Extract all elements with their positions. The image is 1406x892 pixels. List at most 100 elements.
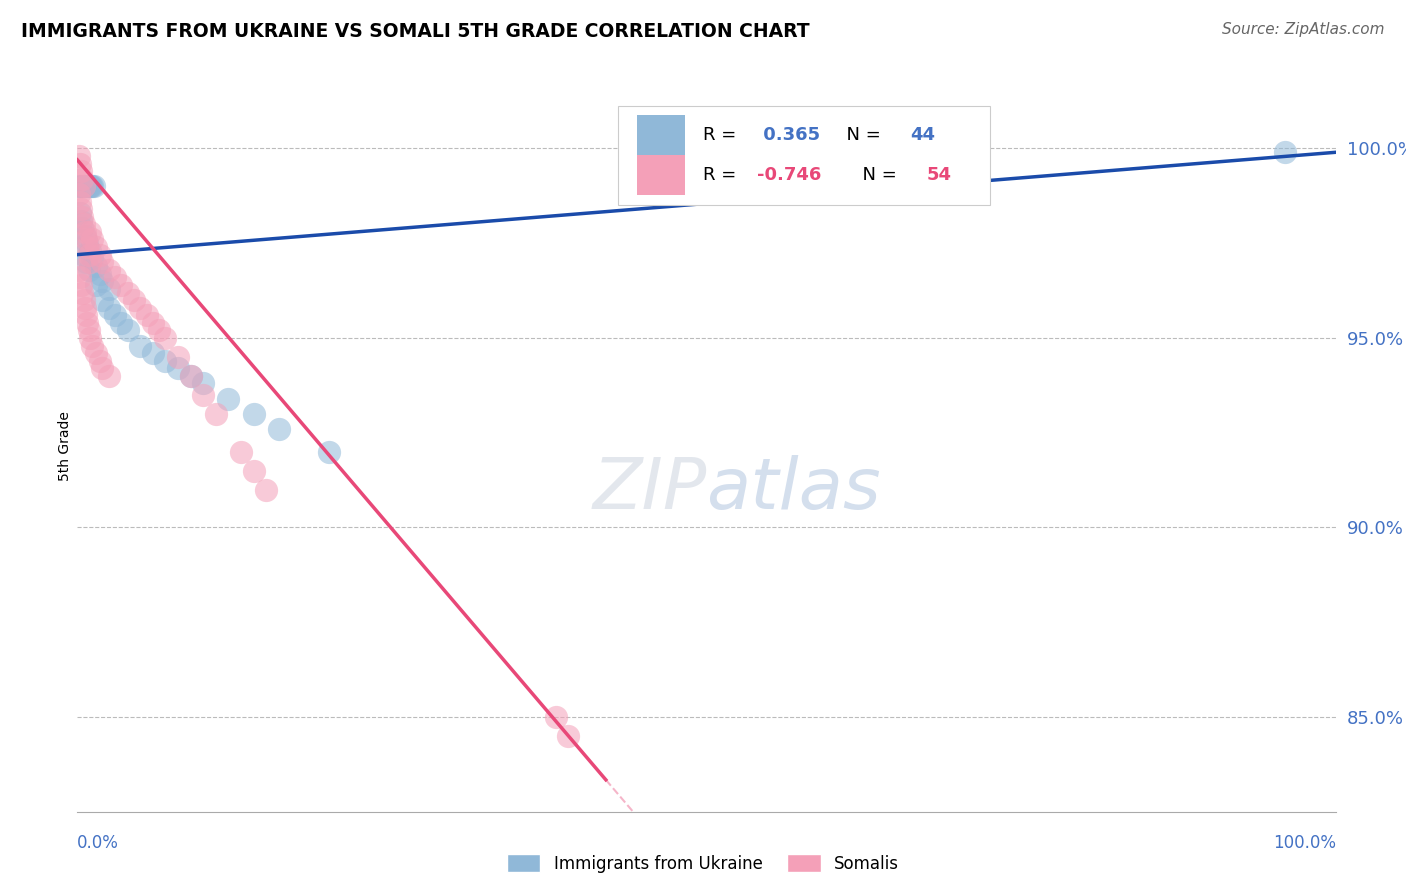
Point (267, 422, 290, 436)
Point (83, 179, 105, 194)
Point (122, 293, 145, 307)
Point (110, 277, 132, 292)
Point (72, 210, 94, 224)
Point (82, 179, 104, 194)
Point (75, 255, 97, 269)
Point (77, 323, 100, 337)
Point (75, 179, 97, 194)
Point (110, 316, 132, 330)
Point (135, 308, 157, 322)
Point (72, 285, 94, 300)
Point (77, 247, 100, 261)
Point (97, 282, 120, 296)
Point (76, 316, 98, 330)
Bar (637, 115, 685, 155)
Point (104, 308, 127, 322)
Point (67, 186, 90, 201)
Point (191, 388, 215, 402)
Point (84, 277, 107, 292)
Point (70, 202, 93, 216)
Point (70, 213, 93, 227)
Text: 54: 54 (927, 167, 952, 185)
Text: atlas: atlas (707, 456, 882, 524)
Point (72, 221, 94, 235)
Point (97, 301, 120, 315)
Point (72, 293, 94, 307)
Point (148, 323, 170, 337)
Point (79, 255, 101, 269)
Point (318, 444, 340, 458)
Point (77, 179, 100, 194)
Point (72, 179, 94, 194)
Point (91, 293, 114, 307)
Point (70, 164, 93, 178)
Point (167, 350, 190, 364)
Point (69, 270, 91, 285)
Point (180, 368, 202, 383)
Point (73, 228, 96, 243)
Point (180, 368, 202, 383)
Point (79, 244, 101, 258)
Point (73, 225, 96, 239)
Point (76, 179, 98, 194)
Point (70, 277, 93, 292)
Point (204, 407, 226, 421)
Point (69, 179, 91, 194)
Point (242, 407, 264, 421)
Point (91, 255, 114, 269)
Point (229, 444, 252, 458)
Point (67, 149, 90, 163)
Text: R =: R = (703, 167, 742, 185)
Point (69, 156, 91, 170)
Point (97, 368, 120, 383)
Point (73, 301, 96, 315)
Point (97, 262, 120, 277)
FancyBboxPatch shape (619, 106, 990, 204)
Point (117, 323, 139, 337)
Point (89, 247, 111, 261)
Point (89, 353, 111, 368)
Point (167, 361, 190, 376)
Point (79, 225, 101, 239)
Legend: Immigrants from Ukraine, Somalis: Immigrants from Ukraine, Somalis (501, 847, 905, 880)
Point (91, 361, 114, 376)
Point (155, 331, 177, 345)
Point (80, 179, 103, 194)
Point (84, 259, 107, 273)
Point (69, 206, 91, 220)
Point (76, 240, 98, 254)
Point (79, 331, 101, 345)
Point (77, 262, 100, 277)
Point (70, 179, 93, 194)
Point (73, 179, 96, 194)
Point (89, 267, 111, 281)
Text: ZIP: ZIP (592, 456, 707, 524)
Point (242, 464, 264, 478)
Point (72, 171, 94, 186)
Y-axis label: 5th Grade: 5th Grade (58, 411, 72, 481)
Point (254, 483, 277, 497)
Point (82, 232, 104, 246)
Point (544, 710, 567, 724)
Point (72, 179, 94, 194)
Point (117, 285, 139, 300)
Text: 0.365: 0.365 (756, 126, 820, 145)
Point (72, 179, 94, 194)
Point (79, 179, 101, 194)
Point (82, 252, 104, 266)
Point (129, 338, 152, 352)
Point (557, 729, 579, 743)
Point (67, 262, 90, 277)
Point (67, 179, 90, 194)
Point (69, 194, 91, 209)
Point (142, 346, 165, 360)
Point (76, 236, 98, 251)
Point (191, 376, 215, 391)
Text: 44: 44 (910, 126, 935, 145)
Text: R =: R = (703, 126, 742, 145)
Bar (637, 155, 685, 195)
Point (104, 270, 127, 285)
Point (129, 301, 152, 315)
Text: N =: N = (851, 167, 903, 185)
Text: 100.0%: 100.0% (1272, 834, 1336, 852)
